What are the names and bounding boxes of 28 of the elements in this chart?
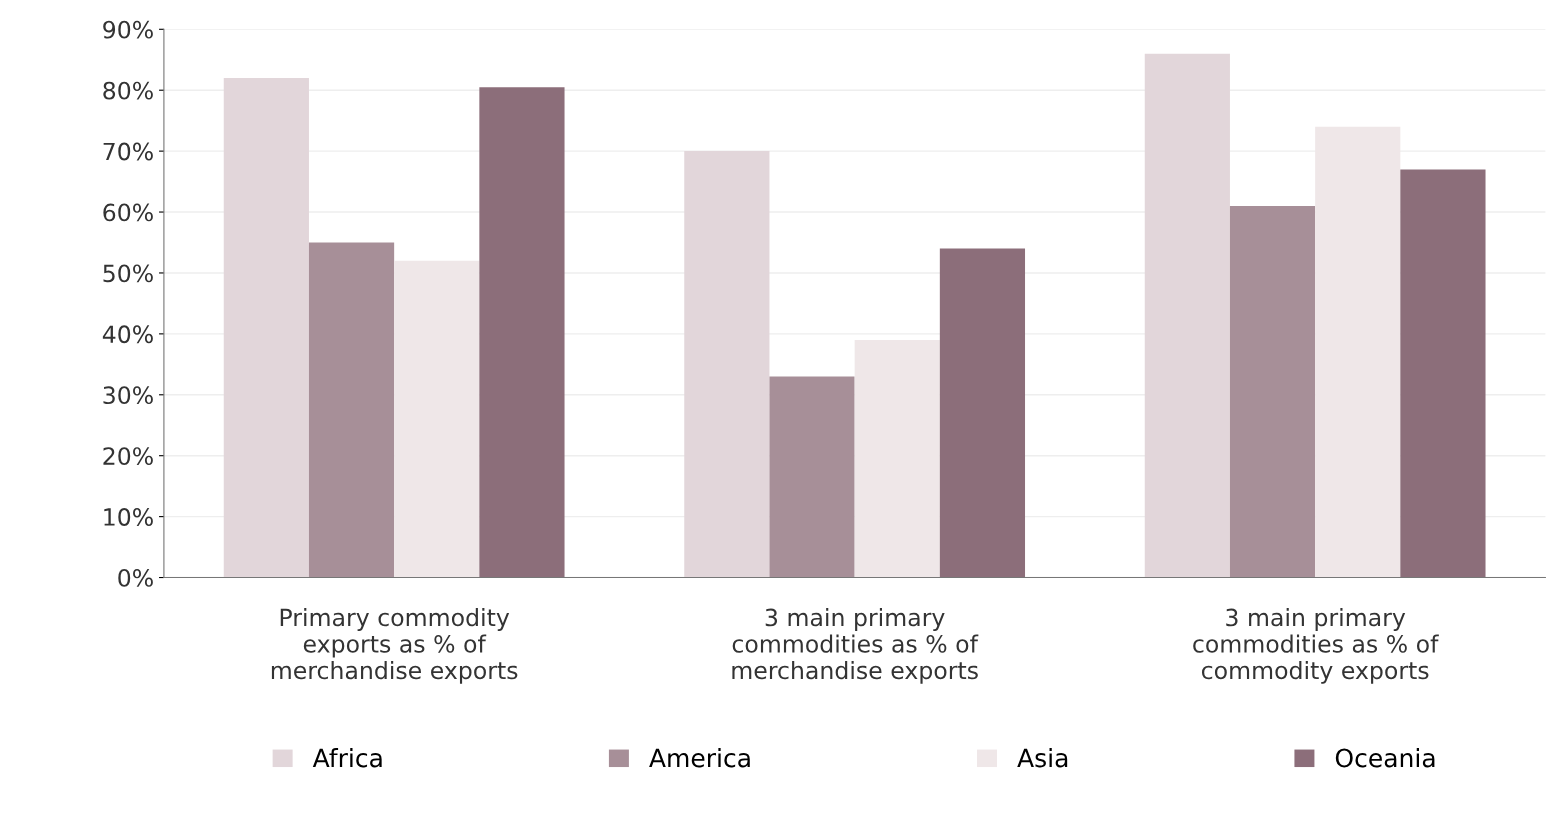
y-tick-label: 50% bbox=[103, 264, 153, 283]
bar bbox=[1400, 169, 1486, 578]
bar bbox=[1229, 205, 1316, 578]
y-tick-label: 20% bbox=[103, 447, 153, 466]
x-tick-label: 3 main primary commodities as % of commodity exports bbox=[1193, 608, 1439, 684]
legend-label: Asia bbox=[1017, 748, 1068, 768]
y-tick-label: 0% bbox=[118, 568, 153, 587]
bar bbox=[308, 242, 395, 578]
y-tick-label: 30% bbox=[103, 386, 153, 405]
y-tick-label: 90% bbox=[103, 20, 153, 39]
y-tick-label: 80% bbox=[103, 81, 153, 100]
legend-label: America bbox=[649, 748, 750, 768]
legend-label: Africa bbox=[312, 748, 382, 768]
bar bbox=[223, 78, 309, 578]
bar bbox=[479, 87, 565, 578]
y-tick-label: 10% bbox=[104, 508, 153, 526]
bar bbox=[1144, 53, 1230, 578]
y-tick-label: 60% bbox=[103, 203, 153, 222]
bar bbox=[854, 339, 940, 578]
bar bbox=[939, 248, 1026, 578]
x-tick-label: Primary commodity exports as % of merchandise exports bbox=[271, 608, 518, 684]
bar bbox=[769, 376, 855, 578]
bar bbox=[394, 260, 480, 578]
y-tick-label: 40% bbox=[102, 325, 153, 344]
y-tick-label: 70% bbox=[103, 142, 153, 161]
bar bbox=[684, 151, 770, 578]
x-tick-label: 3 main primary commodities as % of merchandise exports bbox=[732, 608, 979, 684]
legend-label: Oceania bbox=[1335, 748, 1435, 768]
